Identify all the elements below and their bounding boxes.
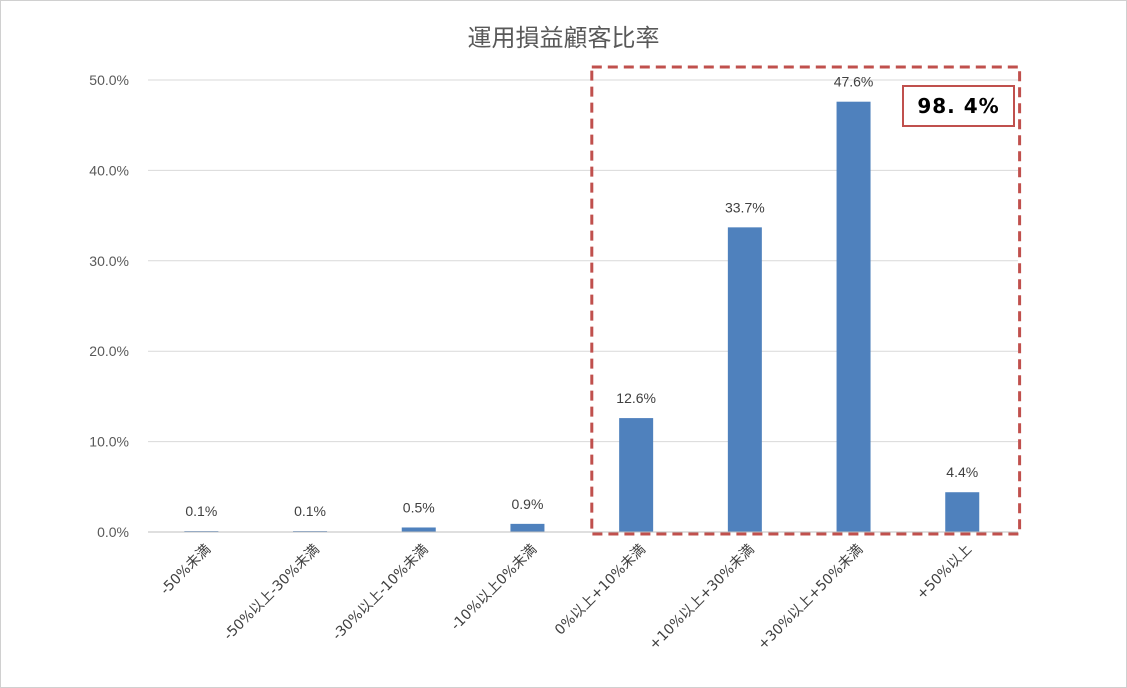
- y-tick-label: 10.0%: [89, 434, 129, 450]
- bar: [836, 101, 871, 533]
- chart-title: 運用損益顧客比率: [467, 24, 660, 52]
- data-label: 0.1%: [185, 503, 217, 519]
- data-label: 47.6%: [834, 74, 874, 90]
- data-label: 33.7%: [725, 199, 765, 215]
- category-label: +30%以上+50%未満: [755, 542, 867, 654]
- highlight-total-callout: 98. 4%: [902, 85, 1015, 127]
- highlight-region: [590, 65, 1022, 536]
- data-label: 12.6%: [616, 390, 656, 406]
- y-tick-label: 50.0%: [89, 72, 129, 88]
- bar: [619, 418, 654, 532]
- data-label: 0.5%: [403, 499, 435, 515]
- y-tick-label: 40.0%: [89, 162, 129, 178]
- category-label: +10%以上+30%未満: [646, 542, 758, 654]
- category-label: 0%以上+10%未満: [552, 542, 649, 639]
- bar: [727, 227, 762, 533]
- data-label: 0.1%: [294, 503, 326, 519]
- bar: [945, 492, 980, 532]
- category-label: +50%以上: [914, 542, 975, 603]
- category-label: -10%以上0%未満: [448, 542, 540, 634]
- data-label: 0.9%: [511, 496, 543, 512]
- data-label: 4.4%: [946, 464, 978, 480]
- category-label: -50%未満: [157, 542, 214, 599]
- y-tick-label: 30.0%: [89, 253, 129, 269]
- category-label: -50%以上-30%未満: [221, 542, 323, 644]
- y-tick-label: 20.0%: [89, 343, 129, 359]
- y-tick-label: 0.0%: [97, 524, 129, 540]
- bar: [401, 527, 436, 532]
- bar: [510, 523, 545, 532]
- category-label: -30%以上-10%未満: [330, 542, 432, 644]
